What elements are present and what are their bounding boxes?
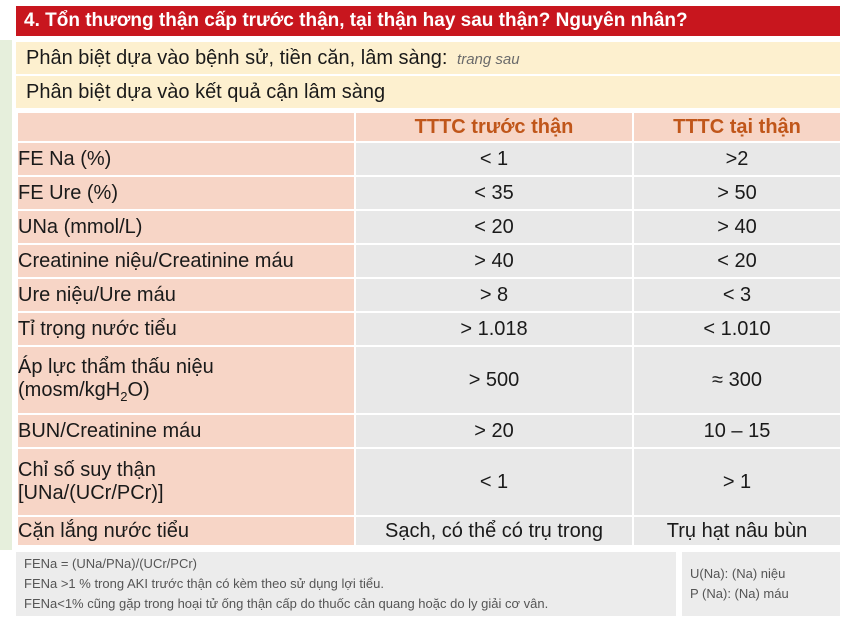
row-label: Creatinine niệu/Creatinine máu <box>16 243 356 279</box>
prerenal-value: > 20 <box>354 413 634 449</box>
table-row: Tỉ trọng nước tiểu > 1.018 < 1.010 <box>16 311 842 347</box>
slide-title: 4. Tổn thương thận cấp trước thận, tại t… <box>16 6 840 36</box>
lab-row: Phân biệt dựa vào kết quả cận lâm sàng <box>16 76 840 108</box>
comparison-table: TTTC trước thận TTTC tại thận FE Na (%) … <box>16 111 842 547</box>
row-label-line2: (mosm/kgH2O) <box>18 379 354 404</box>
table-row: Ure niệu/Ure máu > 8 < 3 <box>16 277 842 313</box>
row-label-line1: Áp lực thẩm thấu niệu <box>18 356 214 378</box>
intrarenal-value: > 1 <box>632 447 842 517</box>
row-label: BUN/Creatinine máu <box>16 413 356 449</box>
table-row: FE Na (%) < 1 >2 <box>16 141 842 177</box>
header-intrarenal: TTTC tại thận <box>632 111 842 143</box>
row-label: Tỉ trọng nước tiểu <box>16 311 356 347</box>
intrarenal-value: < 20 <box>632 243 842 279</box>
footer-line: FENa = (UNa/PNa)/(UCr/PCr) <box>24 556 197 571</box>
left-accent-stripe <box>0 40 12 550</box>
prerenal-value: < 20 <box>354 209 634 245</box>
table-row: Áp lực thẩm thấu niệu (mosm/kgH2O) > 500… <box>16 345 842 415</box>
row-label: Áp lực thẩm thấu niệu (mosm/kgH2O) <box>16 345 356 415</box>
header-prerenal: TTTC trước thận <box>354 111 634 143</box>
footer-line: FENa >1 % trong AKI trước thận có kèm th… <box>24 576 384 591</box>
history-row: Phân biệt dựa vào bệnh sử, tiền căn, lâm… <box>16 42 840 74</box>
intrarenal-value: > 50 <box>632 175 842 211</box>
prerenal-value: Sạch, có thể có trụ trong <box>354 515 634 547</box>
table-header-row: TTTC trước thận TTTC tại thận <box>16 111 842 143</box>
row-label: FE Na (%) <box>16 141 356 177</box>
intrarenal-value: ≈ 300 <box>632 345 842 415</box>
row-label: UNa (mmol/L) <box>16 209 356 245</box>
prerenal-value: < 1 <box>354 447 634 517</box>
lab-row-text: Phân biệt dựa vào kết quả cận lâm sàng <box>26 81 386 103</box>
table-row: BUN/Creatinine máu > 20 10 – 15 <box>16 413 842 449</box>
prerenal-value: > 8 <box>354 277 634 313</box>
history-row-note: trang sau <box>457 51 520 68</box>
prerenal-value: < 1 <box>354 141 634 177</box>
row-label-line1: Chỉ số suy thận <box>18 459 156 481</box>
row-label-line2-a: (mosm/kgH <box>18 379 121 401</box>
row-label: Chỉ số suy thận [UNa/(UCr/PCr)] <box>16 447 356 517</box>
legend-line: U(Na): (Na) niệu <box>690 566 786 581</box>
prerenal-value: > 1.018 <box>354 311 634 347</box>
intrarenal-value: Trụ hạt nâu bùn <box>632 515 842 547</box>
intrarenal-value: >2 <box>632 141 842 177</box>
intrarenal-value: > 40 <box>632 209 842 245</box>
intrarenal-value: < 3 <box>632 277 842 313</box>
table-row: UNa (mmol/L) < 20 > 40 <box>16 209 842 245</box>
intrarenal-value: < 1.010 <box>632 311 842 347</box>
prerenal-value: < 35 <box>354 175 634 211</box>
history-row-text: Phân biệt dựa vào bệnh sử, tiền căn, lâm… <box>26 47 448 69</box>
prerenal-value: > 500 <box>354 345 634 415</box>
intrarenal-value: 10 – 15 <box>632 413 842 449</box>
row-label: FE Ure (%) <box>16 175 356 211</box>
row-label-line2-sub: 2 <box>120 389 128 404</box>
footer-line: FENa<1% cũng gặp trong hoại tử ống thận … <box>24 596 549 611</box>
row-label-line2-b: O) <box>127 379 150 401</box>
table-row: FE Ure (%) < 35 > 50 <box>16 175 842 211</box>
prerenal-value: > 40 <box>354 243 634 279</box>
row-label: Cặn lắng nước tiểu <box>16 515 356 547</box>
row-label-line2: [UNa/(UCr/PCr)] <box>18 482 164 504</box>
legend-line: P (Na): (Na) máu <box>690 586 789 601</box>
table-row: Cặn lắng nước tiểu Sạch, có thể có trụ t… <box>16 515 842 547</box>
row-label: Ure niệu/Ure máu <box>16 277 356 313</box>
table-row: Creatinine niệu/Creatinine máu > 40 < 20 <box>16 243 842 279</box>
table-row: Chỉ số suy thận [UNa/(UCr/PCr)] < 1 > 1 <box>16 447 842 517</box>
header-blank <box>16 111 356 143</box>
footer-notes: FENa = (UNa/PNa)/(UCr/PCr) FENa >1 % tro… <box>16 552 676 616</box>
footer-legend: U(Na): (Na) niệu P (Na): (Na) máu <box>682 552 840 616</box>
